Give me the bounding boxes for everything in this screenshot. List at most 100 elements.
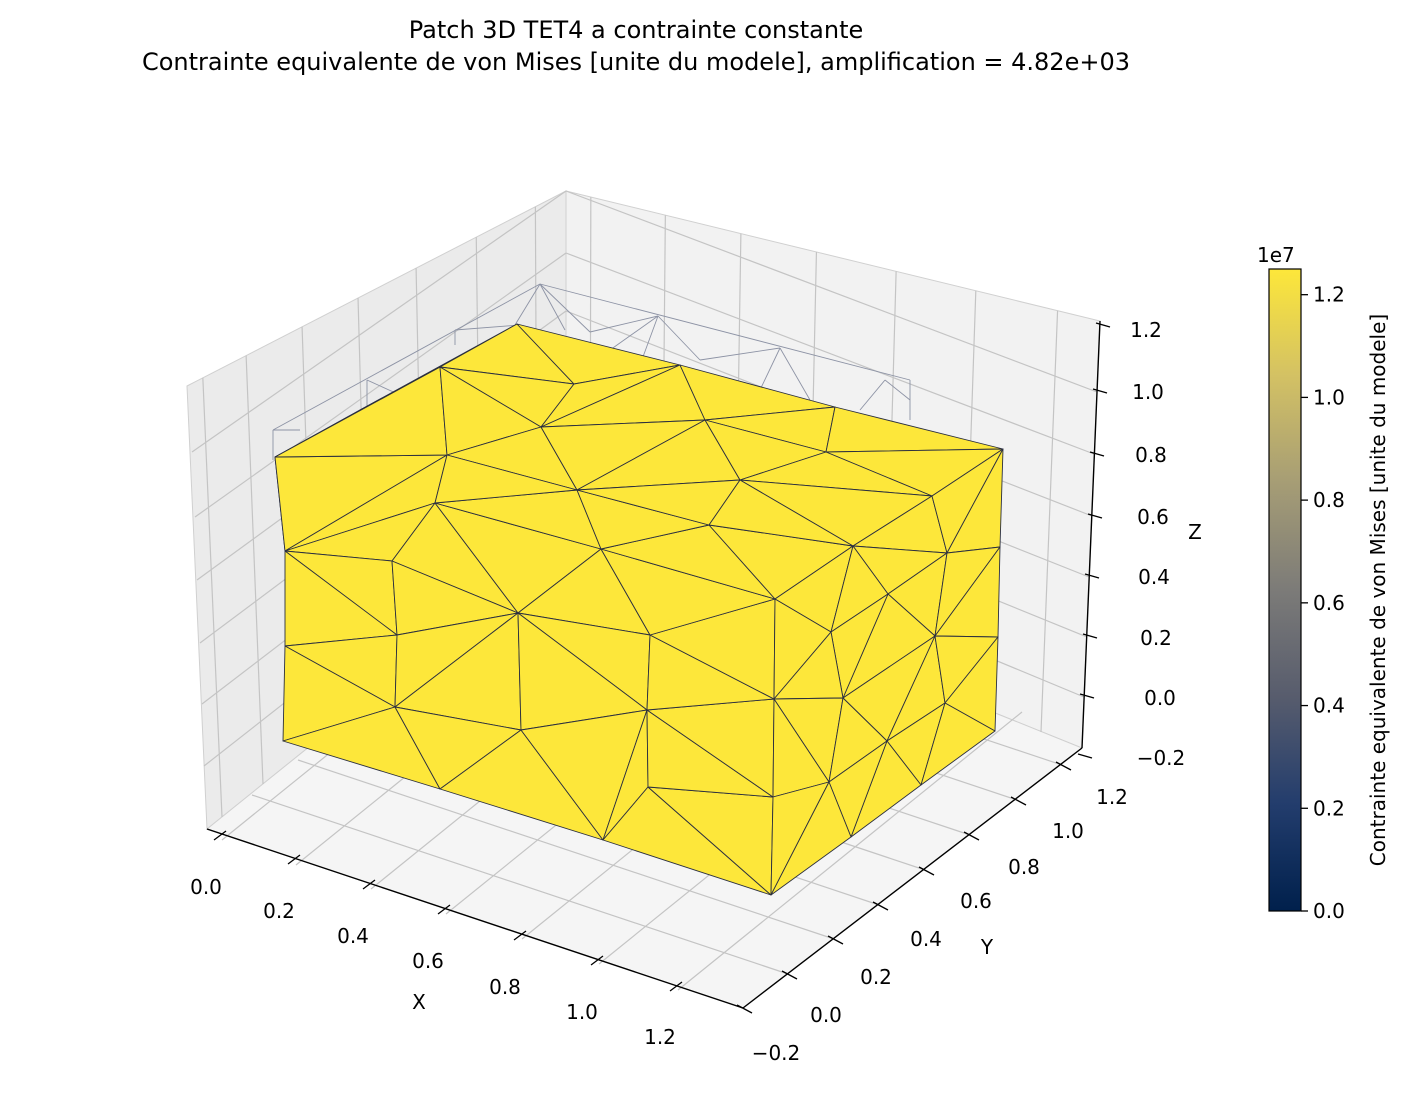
z-tick-label: 0.2 bbox=[1140, 626, 1172, 650]
y-tick-label: 0.8 bbox=[1008, 855, 1040, 879]
x-axis-line bbox=[206, 828, 744, 1009]
grid-line bbox=[1040, 310, 1059, 733]
mesh-triangle bbox=[770, 781, 852, 896]
y-tick-label: 0.0 bbox=[810, 1003, 842, 1027]
undeformed-mesh-edge bbox=[454, 324, 521, 331]
mesh-triangle bbox=[920, 702, 996, 786]
z-axis-label: Z bbox=[1188, 520, 1202, 544]
grid-line bbox=[565, 252, 1095, 455]
x-tick-label: 0.2 bbox=[263, 899, 295, 923]
grid-line bbox=[565, 190, 1098, 393]
z-tick-label: 1.0 bbox=[1132, 380, 1164, 404]
axes-lines bbox=[206, 320, 1101, 1009]
colorbar: 1e7 0.0 0.2 0.4 0.6 0.8 1.0 1.2 Contrainte equ… bbox=[1257, 243, 1390, 923]
x-tick-label: 0.0 bbox=[190, 875, 222, 899]
colorbar-offset-text: 1e7 bbox=[1257, 243, 1295, 267]
x-tick bbox=[213, 830, 227, 841]
grid-line bbox=[251, 794, 789, 975]
mesh-triangle bbox=[708, 479, 854, 547]
colorbar-label: Contrainte equivalente de von Mises [uni… bbox=[1366, 314, 1390, 866]
y-tick-label: 1.2 bbox=[1096, 785, 1128, 809]
x-tick bbox=[669, 981, 683, 992]
z-tick bbox=[1079, 693, 1095, 699]
colorbar-tick-label: 1.0 bbox=[1313, 385, 1345, 409]
y-tick bbox=[1010, 796, 1027, 806]
grid-line bbox=[677, 711, 1023, 991]
mesh-triangle bbox=[434, 454, 578, 504]
undeformed-mesh-edge bbox=[539, 283, 911, 381]
colorbar-tick-label: 0.8 bbox=[1313, 488, 1345, 512]
grid-line bbox=[194, 252, 567, 518]
x-tick-label: 0.6 bbox=[412, 949, 444, 973]
y-tick bbox=[918, 866, 935, 876]
y-tick bbox=[827, 935, 844, 945]
y-axis-line bbox=[742, 747, 1083, 1009]
undeformed-mesh-edge bbox=[539, 283, 566, 331]
undeformed-mesh-edge bbox=[514, 283, 541, 326]
grid-line bbox=[245, 355, 264, 785]
x-tick bbox=[590, 955, 604, 966]
z-tick-label: 1.2 bbox=[1130, 318, 1162, 342]
y-tick-label: −0.2 bbox=[752, 1041, 801, 1065]
x-tick bbox=[513, 930, 527, 941]
undeformed-mesh-edge bbox=[884, 379, 911, 401]
x-axis-label: X bbox=[412, 990, 426, 1014]
x-tick-label: 0.4 bbox=[337, 924, 369, 948]
x-tick-label: 0.8 bbox=[489, 975, 521, 999]
z-tick bbox=[1082, 633, 1098, 639]
x-tick-label: 1.2 bbox=[644, 1025, 676, 1049]
y-tick bbox=[1055, 761, 1072, 771]
axis-ticks: 0.0 0.2 0.4 0.6 0.8 1.0 1.2 −0.2 0.0 0.2 0.4 0.6 0.8… bbox=[190, 318, 1185, 1065]
colorbar-ticks: 0.0 0.2 0.4 0.6 0.8 1.0 1.2 bbox=[1301, 283, 1345, 923]
z-tick bbox=[1077, 753, 1093, 759]
z-tick-label: −0.2 bbox=[1137, 746, 1186, 770]
y-tick bbox=[963, 831, 980, 841]
undeformed-mesh-edge bbox=[859, 379, 886, 411]
colorbar-tick-label: 0.2 bbox=[1313, 796, 1345, 820]
z-tick bbox=[1087, 513, 1103, 519]
chart-subtitle-line: Contrainte equivalente de von Mises [uni… bbox=[141, 48, 1130, 76]
grid-line bbox=[191, 190, 567, 453]
grid-line bbox=[202, 377, 223, 818]
y-tick bbox=[781, 970, 798, 980]
undeformed-mesh bbox=[272, 283, 911, 460]
deformed-mesh bbox=[274, 323, 1004, 896]
colorbar-body bbox=[1268, 268, 1302, 912]
undeformed-mesh-edge bbox=[609, 315, 659, 351]
x-tick bbox=[287, 854, 301, 865]
chart-title-line: Patch 3D TET4 a contrainte constante bbox=[408, 16, 864, 44]
y-tick-label: 0.6 bbox=[960, 889, 992, 913]
undeformed-mesh-edge bbox=[779, 347, 811, 401]
grid-line bbox=[297, 759, 835, 940]
x-tick bbox=[362, 879, 376, 890]
colorbar-tick-label: 0.6 bbox=[1313, 591, 1345, 615]
undeformed-mesh-edge bbox=[657, 315, 701, 361]
undeformed-mesh-edge bbox=[272, 283, 541, 431]
z-tick-label: 0.8 bbox=[1135, 443, 1167, 467]
undeformed-mesh-edge bbox=[759, 347, 781, 391]
y-tick bbox=[872, 901, 889, 911]
y-tick bbox=[736, 1004, 753, 1014]
y-axis-label: Y bbox=[980, 935, 994, 959]
colorbar-tick-label: 0.4 bbox=[1313, 694, 1345, 718]
undeformed-mesh-edge bbox=[589, 315, 659, 333]
colorbar-tick-label: 0.0 bbox=[1313, 899, 1345, 923]
z-tick bbox=[1092, 388, 1108, 394]
y-tick-label: 0.2 bbox=[860, 965, 892, 989]
z-tick bbox=[1084, 573, 1100, 579]
z-tick-label: 0.6 bbox=[1137, 505, 1169, 529]
z-tick bbox=[1089, 451, 1105, 457]
colorbar-tick-label: 1.2 bbox=[1313, 283, 1345, 307]
chart-title: Patch 3D TET4 a contrainte constante Con… bbox=[0, 14, 1272, 78]
z-axis-line bbox=[1081, 320, 1101, 749]
y-tick-label: 1.0 bbox=[1052, 819, 1084, 843]
y-tick-label: 0.4 bbox=[910, 927, 942, 951]
undeformed-mesh-edge bbox=[539, 283, 591, 333]
x-tick-label: 1.0 bbox=[566, 1000, 598, 1024]
z-tick bbox=[1095, 322, 1111, 328]
undeformed-mesh-edge bbox=[699, 347, 781, 361]
x-tick bbox=[437, 904, 451, 915]
z-tick-label: 0.0 bbox=[1144, 686, 1176, 710]
z-tick-label: 0.4 bbox=[1138, 565, 1170, 589]
